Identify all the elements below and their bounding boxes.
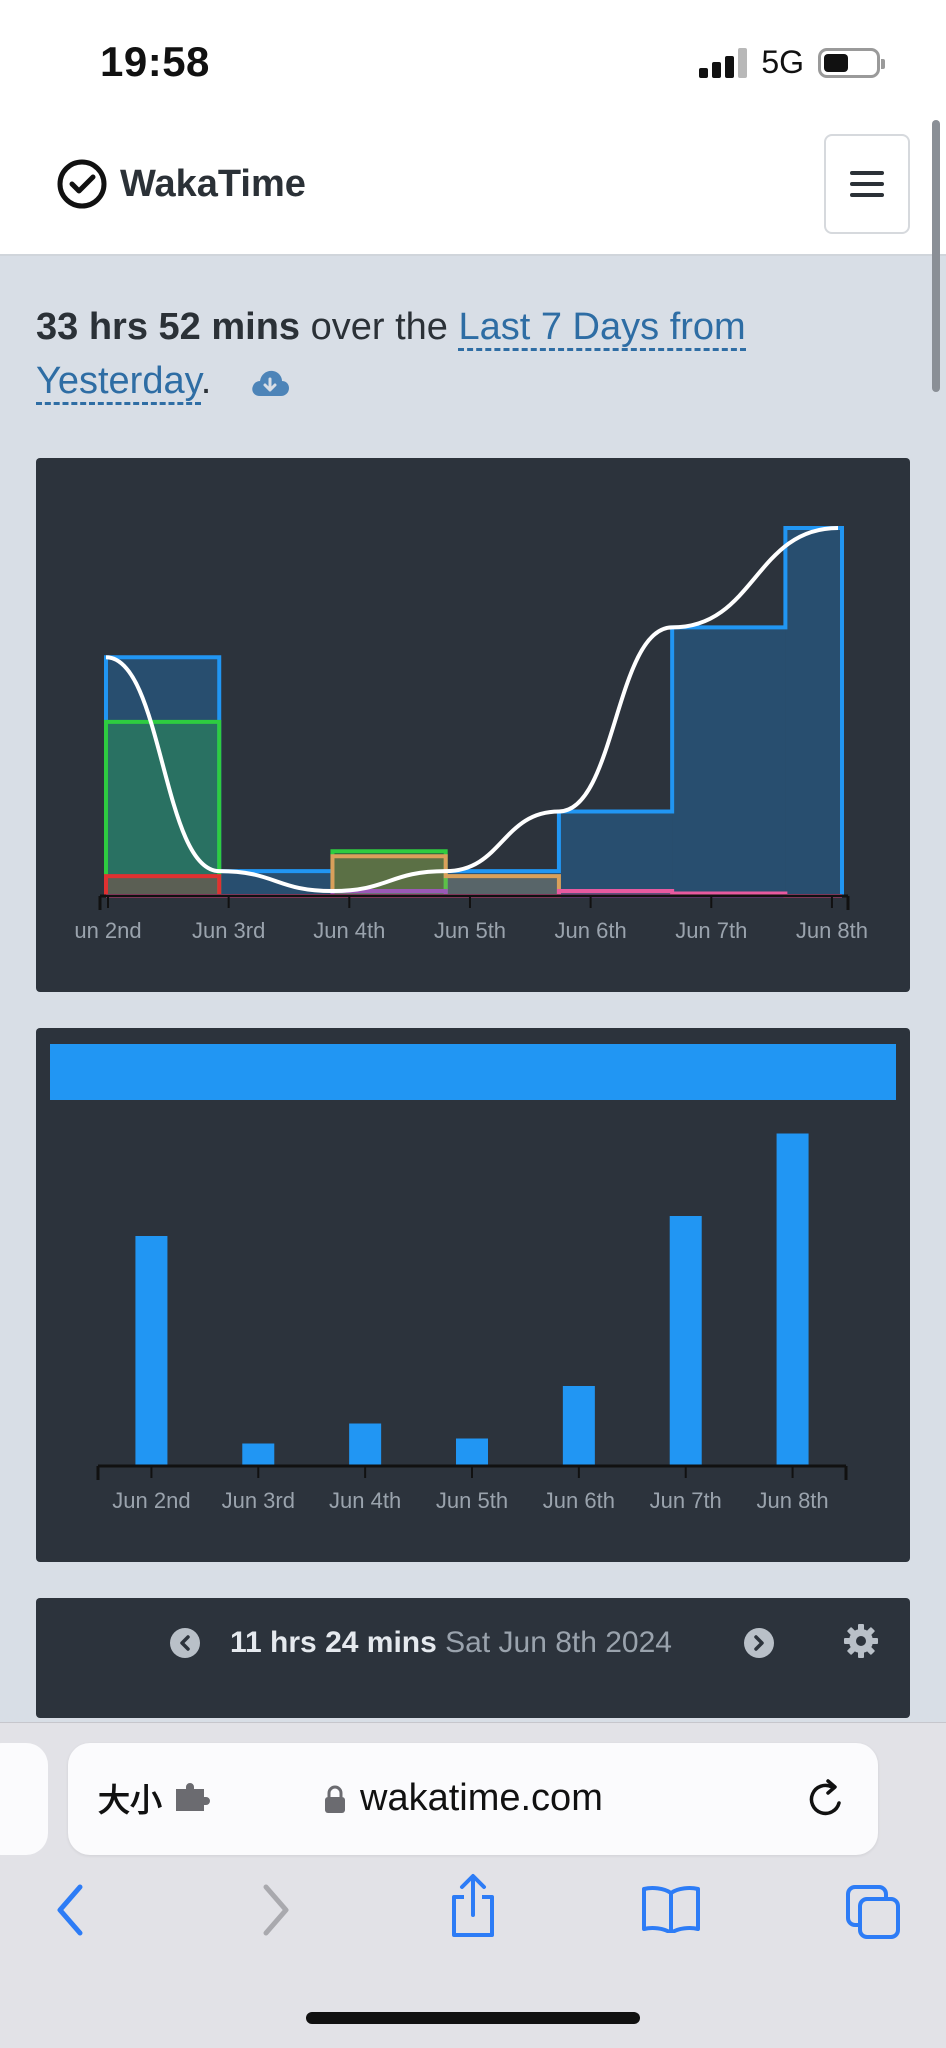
activity-area-chart: un 2nd Jun 3rd Jun 4th Jun 5th Jun 6th Jun 7t…	[74, 525, 868, 943]
address-bar[interactable]: 大小 wakatime.com	[68, 1743, 878, 1855]
bar	[456, 1438, 488, 1466]
tabs-icon[interactable]	[844, 1883, 902, 1941]
x-tick-label: Jun 2nd	[112, 1488, 190, 1513]
x-tick-label: Jun 6th	[555, 918, 627, 943]
lock-icon	[325, 1785, 345, 1813]
x-tick-label: Jun 3rd	[192, 918, 265, 943]
previous-tab-preview[interactable]	[0, 1743, 48, 1855]
page-scrollbar[interactable]	[932, 120, 940, 392]
bar	[242, 1443, 275, 1466]
x-tick-label: Jun 5th	[434, 918, 506, 943]
home-indicator	[306, 2012, 640, 2024]
x-tick-label: Jun 5th	[436, 1488, 508, 1513]
forward-icon[interactable]	[258, 1883, 292, 1937]
gear-icon[interactable]	[842, 1622, 880, 1660]
area-fill-s0-6	[785, 527, 842, 896]
share-icon[interactable]	[446, 1873, 500, 1939]
status-bar: 19:58 5G	[0, 0, 946, 122]
bookmarks-icon[interactable]	[640, 1885, 702, 1933]
summary-connector: over the	[310, 306, 448, 348]
chevron-left-icon	[180, 1635, 190, 1651]
area-fill-s5-4	[558, 891, 673, 896]
battery-icon	[818, 47, 885, 78]
page-settings-button[interactable]: 大小	[98, 1775, 212, 1821]
bar	[562, 1386, 595, 1466]
area-fill-s0-4	[558, 811, 673, 896]
date-range-link[interactable]: Last 7 Days from Yesterday	[36, 306, 746, 405]
bar	[349, 1423, 382, 1466]
browser-bottom-bar: 大小 wakatime.com	[0, 1722, 946, 2048]
brand-logo-link[interactable]: WakaTime	[56, 158, 306, 210]
status-time: 19:58	[100, 38, 210, 85]
area-fill-s2-3	[445, 876, 559, 896]
text-size-label: 大小	[98, 1782, 163, 1818]
next-day-button[interactable]	[744, 1628, 774, 1658]
cloud-download-icon[interactable]	[250, 368, 290, 398]
bar	[135, 1236, 168, 1466]
status-indicators: 5G	[699, 44, 885, 81]
daily-bar-chart-panel: Jun 2nd Jun 3rd Jun 4th Jun 5th Jun 6th Jun 7…	[36, 1028, 910, 1562]
reload-icon[interactable]	[806, 1777, 848, 1821]
network-type: 5G	[761, 44, 804, 80]
previous-day-button[interactable]	[170, 1628, 200, 1658]
hamburger-menu-button[interactable]	[824, 134, 910, 234]
area-fill-s0-5	[672, 627, 786, 896]
x-tick-label: un 2nd	[74, 918, 141, 943]
x-tick-label: Jun 3rd	[222, 1488, 295, 1513]
chevron-right-icon	[754, 1635, 764, 1651]
area-fill-s0-2	[332, 891, 446, 896]
x-tick-label: Jun 6th	[543, 1488, 615, 1513]
url-display[interactable]: wakatime.com	[324, 1777, 603, 1820]
x-tick-label: Jun 4th	[329, 1488, 401, 1513]
area-fill-s4-2	[332, 891, 446, 896]
x-tick-label: Jun 4th	[313, 918, 385, 943]
activity-area-chart-panel: un 2nd Jun 3rd Jun 4th Jun 5th Jun 6th Jun 7t…	[36, 458, 910, 992]
cellular-signal-icon	[699, 47, 748, 78]
summary-period: .	[200, 360, 212, 402]
bar	[669, 1216, 702, 1466]
extension-puzzle-icon	[176, 1783, 211, 1811]
day-date: Sat Jun 8th 2024	[445, 1626, 672, 1659]
x-tick-label: Jun 8th	[756, 1488, 828, 1513]
x-tick-label: Jun 7th	[650, 1488, 722, 1513]
x-tick-label: Jun 8th	[796, 918, 868, 943]
day-navigator: 11 hrs 24 mins Sat Jun 8th 2024	[36, 1598, 910, 1690]
day-duration: 11 hrs 24 mins	[230, 1626, 437, 1659]
selected-day-summary: 11 hrs 24 mins Sat Jun 8th 2024	[230, 1626, 672, 1660]
day-detail-panel: 11 hrs 24 mins Sat Jun 8th 2024	[36, 1598, 910, 1718]
brand-name: WakaTime	[120, 162, 306, 205]
top-navbar: WakaTime	[0, 122, 946, 256]
summary-text: 33 hrs 52 mins over the Last 7 Days from…	[36, 300, 896, 408]
total-time: 33 hrs 52 mins	[36, 306, 301, 348]
area-fill-s1-0	[106, 721, 220, 896]
hamburger-icon	[850, 171, 884, 197]
daily-bar-chart: Jun 2nd Jun 3rd Jun 4th Jun 5th Jun 6th Jun 7…	[50, 1044, 896, 1513]
url-text: wakatime.com	[360, 1777, 603, 1819]
area-fill-s0-0	[106, 657, 220, 896]
back-icon[interactable]	[54, 1883, 88, 1937]
x-tick-label: Jun 7th	[675, 918, 747, 943]
wakatime-logo-icon	[57, 159, 107, 209]
chart-header-banner	[50, 1044, 896, 1100]
area-fill-s3-0	[106, 876, 220, 896]
bar	[776, 1133, 809, 1466]
trend-line	[105, 525, 839, 894]
